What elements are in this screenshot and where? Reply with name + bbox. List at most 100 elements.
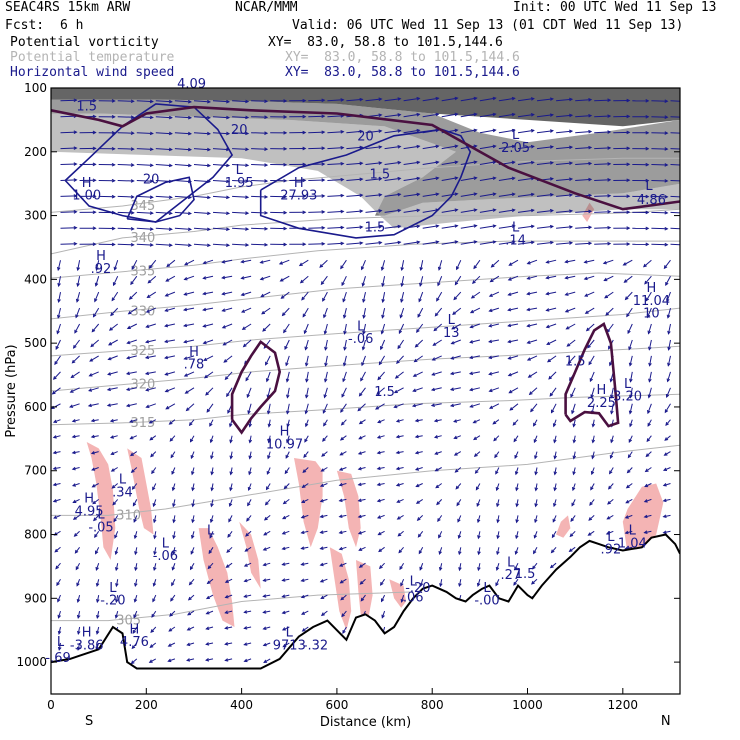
wind-vector-head [227, 409, 231, 414]
wind-vector-head [664, 179, 669, 183]
wind-vector [320, 514, 328, 518]
wind-vector-head [301, 628, 306, 632]
wind-vector [365, 98, 382, 102]
wind-vector-head [569, 533, 574, 538]
wind-vector-head [69, 404, 74, 408]
wind-vector-head [663, 265, 668, 270]
wind-vector [492, 419, 500, 425]
wind-vector [114, 260, 119, 270]
wind-vector-head [513, 438, 518, 443]
wind-vector [546, 339, 557, 345]
y-tick-label: 800 [24, 528, 47, 542]
wind-vector [627, 467, 633, 473]
wind-vector-head [247, 410, 251, 415]
wind-vector-head [472, 280, 476, 284]
wind-vector [422, 129, 439, 134]
wind-vector-head [645, 178, 650, 183]
wind-vector-head [321, 130, 326, 135]
wind-vector [396, 355, 404, 364]
wind-vector [301, 530, 309, 534]
wind-vector-head [338, 467, 343, 471]
wind-vector [546, 259, 557, 263]
wind-vector-head [152, 486, 156, 491]
wind-vector-head [203, 374, 208, 379]
wind-vector-head [73, 226, 78, 230]
wind-vector [232, 180, 249, 182]
wind-vector-head [475, 486, 480, 491]
wind-vector-head [321, 226, 326, 230]
wind-vector-head [436, 297, 440, 302]
wind-vector-head [134, 567, 138, 572]
wind-vector-head [111, 297, 116, 302]
wind-vector-head [240, 259, 245, 264]
wind-vector [53, 498, 61, 502]
wind-vector [165, 403, 176, 410]
wind-vector [232, 243, 249, 246]
wind-vector [358, 530, 366, 535]
wind-vector-head [507, 372, 512, 377]
wind-vector [508, 371, 519, 377]
wind-vector [152, 594, 157, 602]
wind-vector [605, 307, 614, 316]
extremum-label: 4.09 [177, 77, 206, 92]
wind-vector-head [488, 355, 493, 360]
wind-vector-head [190, 550, 194, 555]
wind-vector [516, 515, 519, 523]
wind-vector [517, 98, 534, 102]
wind-vector [536, 225, 553, 229]
wind-vector-head [534, 455, 538, 460]
wind-vector [136, 180, 153, 182]
wind-vector [111, 451, 118, 455]
wind-vector-head [511, 160, 516, 165]
wind-vector-head [108, 342, 113, 346]
wind-vector-head [52, 450, 57, 455]
wind-vector [450, 371, 461, 375]
wind-vector [651, 164, 668, 166]
wind-vector [131, 658, 138, 664]
wind-vector-head [205, 658, 210, 662]
wind-vector [517, 114, 534, 118]
wind-vector-head [414, 343, 419, 348]
wind-vector-head [246, 394, 250, 399]
wind-vector [229, 483, 233, 491]
wind-vector [451, 323, 462, 330]
wind-vector [267, 387, 271, 398]
wind-vector [517, 177, 534, 181]
wind-vector-head [221, 291, 226, 296]
wind-vector [556, 194, 573, 197]
wind-vector [145, 371, 156, 375]
wind-vector-head [144, 371, 150, 376]
wind-vector-head [73, 241, 78, 246]
wind-vector-head [183, 356, 188, 360]
wind-vector-head [458, 567, 462, 572]
wind-vector-head [604, 294, 609, 299]
wind-vector-head [549, 145, 554, 149]
wind-vector-head [207, 195, 212, 200]
wind-vector-head [55, 345, 59, 350]
wind-vector [382, 276, 386, 287]
wind-vector [668, 339, 671, 350]
wind-vector-head [281, 627, 286, 631]
wind-vector [286, 435, 290, 443]
theta-label: 320 [131, 378, 156, 393]
wind-vector-head [187, 163, 193, 168]
wind-vector-head [395, 434, 400, 439]
wind-vector-head [488, 388, 493, 393]
wind-vector [263, 530, 271, 536]
wind-vector [547, 355, 557, 363]
wind-vector [341, 419, 347, 426]
wind-vector [670, 132, 680, 134]
wind-vector [365, 146, 382, 150]
wind-vector [590, 483, 595, 490]
wind-vector [207, 578, 214, 584]
wind-vector [301, 291, 309, 301]
extremum-label: 10.97 [266, 437, 303, 452]
wind-vector [594, 115, 611, 118]
wind-vector [57, 594, 61, 602]
wind-vector [325, 355, 328, 366]
wind-vector [185, 387, 195, 394]
wind-vector-head [340, 596, 345, 601]
wind-vector [415, 339, 424, 348]
wind-vector-head [71, 359, 76, 364]
wind-vector [244, 610, 252, 613]
